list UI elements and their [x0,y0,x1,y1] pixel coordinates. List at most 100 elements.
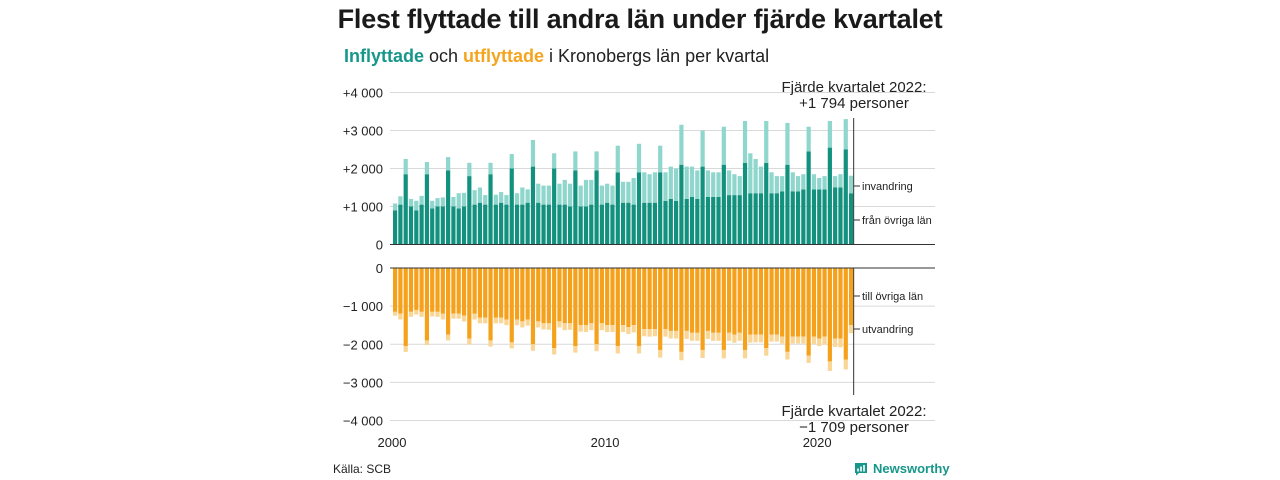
bar-emigration [483,317,488,324]
bar-immigration [658,145,663,173]
bar-inflow-domestic [695,198,700,245]
bar-inflow-domestic [806,151,811,245]
bar-emigration [605,325,610,333]
chart-title: Flest flyttade till andra län under fjär… [337,4,943,34]
bar-emigration [817,338,822,347]
bar-inflow-domestic [557,204,562,245]
bar-inflow-domestic [663,200,668,245]
bar-immigration [774,176,779,194]
bar-immigration [451,197,456,207]
y-tick-label-top: +3 000 [343,124,383,139]
bar-emigration [838,338,843,348]
bar-emigration [536,321,541,328]
bar-inflow-domestic [827,147,832,245]
bar-immigration [801,174,806,190]
bar-emigration [732,334,737,343]
bar-emigration [398,313,403,320]
bar-inflow-domestic [652,202,657,245]
bar-outflow-domestic [430,268,435,312]
series-label-invandring: invandring [862,181,913,193]
bar-outflow-domestic [615,268,620,347]
bar-emigration [477,317,483,324]
bar-emigration [589,323,594,331]
bar-inflow-domestic [430,208,435,245]
bar-inflow-domestic [541,204,546,245]
bar-inflow-domestic [790,191,795,245]
bar-immigration [700,130,705,167]
bar-immigration [514,193,520,205]
subtitle-rest: i Kronobergs län per kvartal [544,46,770,66]
bar-emigration [583,325,589,333]
bar-immigration [430,200,435,209]
bar-emigration [620,325,626,333]
bar-immigration [615,145,620,173]
bar-inflow-domestic [514,204,520,245]
bar-immigration [753,159,758,194]
subtitle-outflow-word: utflyttade [463,46,545,66]
bar-immigration [435,198,440,207]
bar-emigration [705,330,711,339]
bar-emigration [716,332,721,341]
bar-emigration [514,319,520,326]
annotation-bottom-line1: Fjärde kvartalet 2022: [781,403,926,420]
bar-outflow-domestic [711,268,716,333]
bar-emigration [408,311,414,317]
bar-immigration [578,185,583,207]
bar-inflow-domestic [488,174,493,245]
bar-inflow-domestic [610,204,615,245]
bar-immigration [817,178,822,190]
bar-immigration [408,198,414,207]
bar-immigration [827,121,832,148]
bar-outflow-domestic [827,268,832,362]
bar-inflow-domestic [674,200,679,245]
bar-inflow-domestic [727,195,732,245]
bar-immigration [668,166,673,199]
y-tick-label-bottom: −2 000 [343,337,383,352]
bar-outflow-domestic [589,268,594,324]
bar-immigration [716,172,721,197]
bar-outflow-domestic [817,268,822,339]
bar-emigration [695,332,700,341]
bar-immigration [488,162,493,175]
bar-inflow-domestic [785,164,790,245]
bar-inflow-domestic [536,202,541,245]
bar-immigration [737,176,742,196]
chart-bars [393,119,854,371]
bar-inflow-domestic [817,189,822,245]
bar-outflow-domestic [806,268,811,356]
bar-emigration [780,336,785,344]
bar-inflow-domestic [567,206,573,245]
bar-emigration [403,346,408,352]
bar-emigration [419,311,424,317]
bar-inflow-domestic [615,172,620,245]
bar-outflow-domestic [795,268,801,337]
bar-outflow-domestic [435,268,440,312]
bar-outflow-domestic [567,268,573,324]
bar-emigration [430,311,435,317]
brand-name: Newsworthy [873,461,950,476]
bar-inflow-domestic [780,191,785,245]
bar-outflow-domestic [509,268,514,343]
bar-emigration [440,313,445,320]
bar-inflow-domestic [811,189,817,245]
bar-inflow-domestic [398,204,403,245]
bar-inflow-domestic [838,187,843,245]
bar-immigration [663,172,668,201]
bar-inflow-domestic [493,204,498,245]
bar-outflow-domestic [536,268,541,322]
bar-inflow-domestic [626,202,631,245]
series-label-till-ovriga-lan: till övriga län [862,291,923,303]
bar-emigration [769,334,774,342]
bar-outflow-domestic [461,268,467,316]
bar-emigration [461,315,467,322]
bar-immigration [398,196,403,205]
bar-outflow-domestic [467,268,472,339]
bar-inflow-domestic [525,202,530,245]
bar-outflow-domestic [599,268,604,324]
bar-inflow-domestic [594,170,599,245]
subtitle-middle: och [424,46,464,66]
y-tick-label-top: 0 [376,238,383,253]
bar-immigration [785,122,790,165]
bar-inflow-domestic [636,172,642,245]
annotation-top-line2: +1 794 personer [799,95,909,112]
